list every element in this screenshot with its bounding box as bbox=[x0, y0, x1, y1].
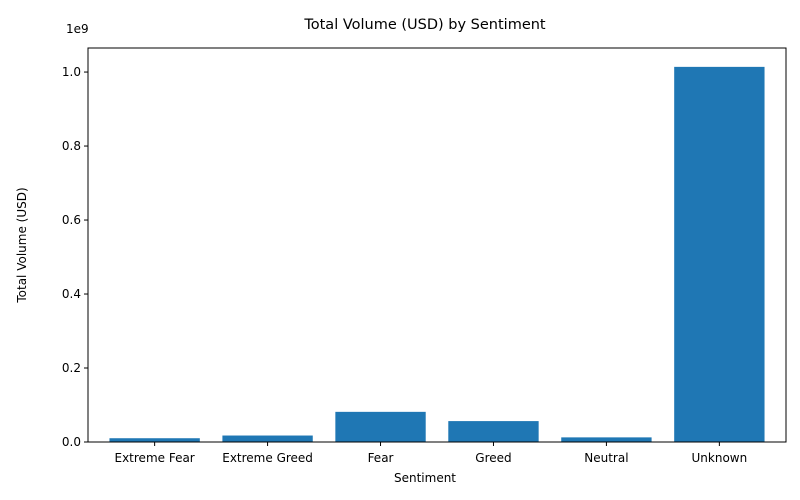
chart-title: Total Volume (USD) by Sentiment bbox=[303, 17, 546, 33]
x-axis-label: Sentiment bbox=[394, 471, 456, 485]
y-tick-label: 0.2 bbox=[62, 361, 81, 375]
x-tick-label: Neutral bbox=[584, 451, 628, 465]
y-axis-ticks: 0.0 0.2 0.4 0.6 0.8 1.0 bbox=[62, 65, 88, 449]
bar-fear bbox=[335, 411, 426, 442]
x-tick-label: Extreme Greed bbox=[222, 451, 313, 465]
plot-area-frame bbox=[87, 47, 787, 443]
y-tick-label: 0.4 bbox=[62, 287, 81, 301]
bar-greed bbox=[448, 421, 539, 442]
bar-unknown bbox=[674, 66, 765, 442]
y-axis-offset-text: 1e9 bbox=[66, 22, 89, 36]
bar-extreme-fear bbox=[109, 438, 200, 442]
y-tick-label: 0.0 bbox=[62, 435, 81, 449]
y-axis-label: Total Volume (USD) bbox=[15, 187, 29, 303]
x-tick-label: Unknown bbox=[692, 451, 748, 465]
y-tick-label: 1.0 bbox=[62, 65, 81, 79]
bar-extreme-greed bbox=[222, 435, 313, 442]
x-tick-label: Greed bbox=[475, 451, 511, 465]
bars-layer bbox=[109, 66, 765, 442]
x-axis-ticks: Extreme Fear Extreme Greed Fear Greed Neutra… bbox=[115, 442, 748, 465]
y-tick-label: 0.6 bbox=[62, 213, 81, 227]
x-tick-label: Fear bbox=[368, 451, 394, 465]
y-tick-label: 0.8 bbox=[62, 139, 81, 153]
x-tick-label: Extreme Fear bbox=[115, 451, 195, 465]
bar-neutral bbox=[561, 437, 652, 442]
